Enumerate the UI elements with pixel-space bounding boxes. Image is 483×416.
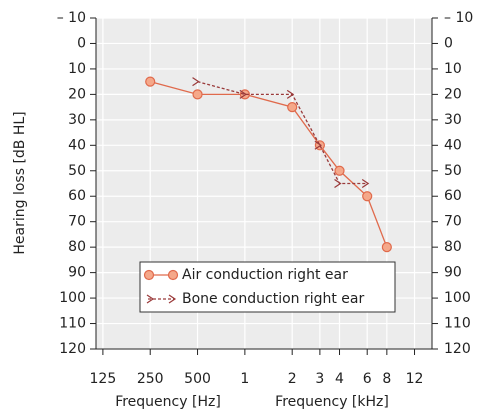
legend-box (139, 261, 396, 313)
marker (146, 294, 155, 304)
marker (145, 76, 156, 87)
x-tick-label: 6 (363, 371, 372, 387)
legend-label: Bone conduction right ear (182, 291, 365, 307)
marker (381, 242, 392, 253)
marker (287, 102, 298, 113)
x-tick-label: 12 (406, 371, 424, 387)
marker (334, 179, 342, 188)
x-axis-label: Frequency [Hz] (115, 394, 221, 410)
marker (334, 165, 345, 176)
y-axis-label: Hearing loss [dB HL] (12, 111, 28, 254)
y-tick-label: – 10 (57, 10, 86, 26)
x-tick-label: 125 (90, 371, 117, 387)
y-tick-label: 90 (68, 265, 86, 281)
y2-tick-label: 20 (444, 86, 462, 102)
y-tick-label: 10 (68, 61, 86, 77)
y-tick-label: 70 (68, 214, 86, 230)
y2-tick-label: 100 (444, 290, 471, 306)
legend-label: Air conduction right ear (182, 267, 348, 283)
y-tick-label: 110 (59, 316, 86, 332)
marker (286, 89, 295, 99)
y-tick-label: 40 (68, 137, 86, 153)
y2-tick-label: 110 (444, 316, 471, 332)
x-axis-label: Frequency [kHz] (275, 394, 389, 410)
series-line (150, 81, 388, 248)
marker (362, 191, 373, 202)
series-line (197, 81, 368, 185)
y-tick-label: 0 (77, 35, 86, 51)
x-tick-label: 1 (240, 371, 249, 387)
y-tick-label: 120 (59, 341, 86, 357)
marker (168, 294, 177, 304)
y-tick-label: 30 (68, 112, 86, 128)
y2-tick-label: 80 (444, 239, 462, 255)
x-tick-label: 8 (382, 371, 391, 387)
y2-tick-label: 90 (444, 265, 462, 281)
marker (143, 269, 155, 281)
y-tick-label: 80 (68, 239, 86, 255)
marker (192, 77, 200, 87)
x-tick-label: 2 (288, 371, 297, 387)
x-tick-label: 250 (137, 371, 164, 387)
y-tick-label: 60 (68, 188, 86, 204)
y-tick-label: 20 (68, 86, 86, 102)
y2-tick-label: 70 (444, 214, 462, 230)
x-tick-label: 500 (184, 371, 211, 387)
y-tick-label: 100 (59, 290, 86, 306)
y2-tick-label: – 10 (444, 10, 473, 26)
y2-tick-label: 40 (444, 137, 462, 153)
marker (314, 140, 322, 150)
marker (167, 269, 179, 281)
y2-tick-label: 30 (444, 112, 462, 128)
marker (361, 179, 370, 188)
y2-tick-label: 10 (444, 61, 462, 77)
y2-tick-label: 120 (444, 341, 471, 357)
marker (239, 89, 247, 99)
y2-tick-label: 0 (444, 35, 453, 51)
y-tick-label: 50 (68, 163, 86, 179)
y2-tick-label: 50 (444, 163, 462, 179)
x-tick-label: 4 (335, 371, 344, 387)
y2-tick-label: 60 (444, 188, 462, 204)
marker (192, 89, 203, 100)
x-tick-label: 3 (315, 371, 324, 387)
